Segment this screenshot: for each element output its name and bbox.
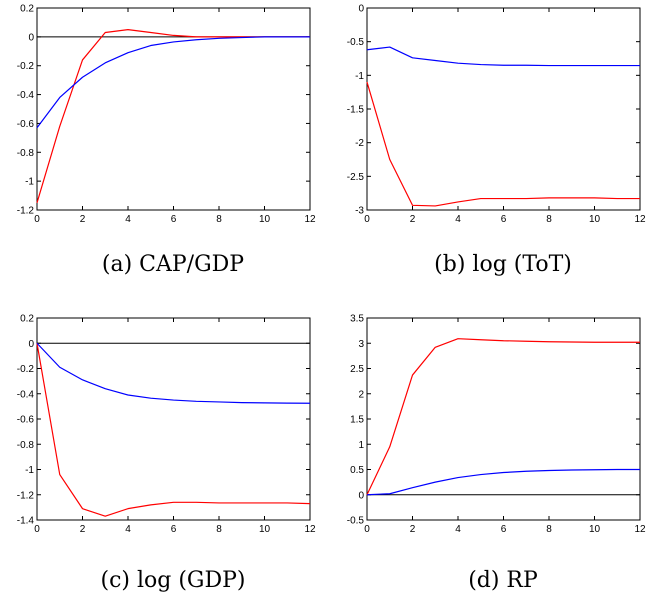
x-tick-label: 12	[634, 524, 646, 535]
y-tick-label: -1.4	[17, 516, 35, 527]
plot-frame	[366, 7, 641, 211]
y-tick-label: -3	[355, 206, 364, 217]
y-tick-label: -1.2	[17, 490, 35, 501]
y-tick-label: -1	[25, 465, 34, 476]
y-tick-label: 0.5	[350, 465, 364, 476]
y-tick-label: 0	[28, 339, 34, 350]
series-line-2	[366, 468, 640, 496]
chart-b: 0 2 4 6 8 10 12 0 -0.5 -1 -1.5 -2 -2.5 -3	[347, 4, 646, 226]
y-tick-label: -1	[355, 71, 364, 82]
x-tick-label: 4	[455, 214, 461, 225]
x-tick-label: 6	[171, 524, 177, 535]
x-tick-label: 0	[34, 214, 40, 225]
plot-frame	[36, 317, 311, 521]
y-tick-label: -0.5	[347, 516, 365, 527]
series-line-1	[36, 343, 311, 517]
y-tick-label: 3	[358, 339, 364, 350]
x-tick-label: 4	[125, 214, 131, 225]
y-tick-label: -0.6	[17, 119, 35, 130]
x-tick-label: 2	[410, 524, 416, 535]
series-line-2	[36, 342, 311, 404]
y-tick-label: 1	[358, 440, 364, 451]
x-tick-label: 0	[34, 524, 40, 535]
y-tick-label: -0.8	[17, 148, 35, 159]
x-tick-label: 10	[259, 524, 271, 535]
series-line-2	[36, 36, 310, 129]
x-tick-label: 4	[125, 524, 131, 535]
y-tick-label: 0.2	[20, 4, 34, 15]
y-tick-label: 2	[358, 389, 364, 400]
y-tick-label: -0.8	[17, 440, 35, 451]
y-tick-label: -1.5	[347, 105, 365, 116]
x-tick-label: 8	[546, 524, 552, 535]
x-tick-label: 2	[80, 214, 86, 225]
chart-panel-d: 0 2 4 6 8 10 12 3.5 3 2.5 2 1.5 1 0.5 0 -0.5 (d) RP	[330, 310, 660, 607]
x-tick-label: 12	[304, 524, 316, 535]
x-tick-label: 0	[364, 214, 370, 225]
chart-d: 0 2 4 6 8 10 123.532.521.510.50-0.5	[347, 314, 646, 536]
chart-panel-c: 0 2 4 6 8 10 12 0.2 0 -0.2 -0.4 -0.6 -0.8 -1 -1.2 -1.4 …	[0, 310, 330, 607]
x-tick-label: 2	[80, 524, 86, 535]
x-tick-label: 8	[216, 214, 222, 225]
y-tick-label: -0.4	[17, 389, 35, 400]
y-tick-label: 3.5	[350, 314, 364, 325]
chart-c: 0 2 4 6 8 10 12 0.2 0 -0.2 -0.4 -0.6 -0.8 -1 -1.2 -1.4	[17, 314, 316, 536]
y-tick-label: -2	[355, 138, 364, 149]
x-tick-label: 12	[634, 214, 646, 225]
y-tick-label: -0.2	[17, 364, 35, 375]
y-tick-label: 2.5	[350, 364, 364, 375]
x-tick-label: 12	[304, 214, 316, 225]
caption-d: (d) RP	[468, 568, 538, 593]
x-tick-label: 6	[501, 214, 507, 225]
x-tick-label: 10	[589, 524, 601, 535]
y-tick-label: -1	[25, 177, 34, 188]
y-tick-label: 0	[28, 32, 34, 43]
chart-panel-b: 0 2 4 6 8 10 12 0 -0.5 -1 -1.5 -2 -2.5 -3 (b) log (To…	[330, 0, 660, 300]
chart-panel-a: 0 2 4 6 8 10 12 0.2 0 -0.2 -0.4 -0.6 -0.8 -1 -1.2 (a) …	[0, 0, 330, 300]
series-line-2	[366, 46, 640, 67]
y-tick-label: 1.5	[350, 415, 364, 426]
y-tick-label: -0.6	[17, 415, 35, 426]
y-tick-label: -0.4	[17, 90, 35, 101]
x-tick-label: 6	[171, 214, 177, 225]
y-tick-label: -0.2	[17, 61, 35, 72]
x-tick-label: 8	[216, 524, 222, 535]
caption-b: (b) log (ToT)	[434, 252, 572, 277]
y-tick-label: -2.5	[347, 172, 365, 183]
x-tick-label: 2	[410, 214, 416, 225]
x-tick-label: 0	[364, 524, 370, 535]
y-tick-label: 0.2	[20, 314, 34, 325]
caption-a: (a) CAP/GDP	[101, 252, 245, 277]
y-tick-label: 0	[358, 490, 364, 501]
x-tick-label: 10	[259, 214, 271, 225]
y-tick-label: 0	[358, 4, 364, 15]
x-tick-label: 4	[455, 524, 461, 535]
plot-frame	[366, 317, 641, 521]
series-line-1	[366, 81, 640, 207]
y-tick-label: -1.2	[17, 206, 35, 217]
x-tick-label: 10	[589, 214, 601, 225]
caption-c: (c) log (GDP)	[100, 568, 246, 593]
y-tick-label: -0.5	[347, 37, 365, 48]
x-tick-label: 8	[546, 214, 552, 225]
plot-frame	[36, 7, 311, 211]
x-tick-label: 6	[501, 524, 507, 535]
chart-a: 0 2 4 6 8 10 12 0.2 0 -0.2 -0.4 -0.6 -0.8 -1 -1.2	[17, 4, 316, 226]
series-line-1	[366, 338, 640, 496]
